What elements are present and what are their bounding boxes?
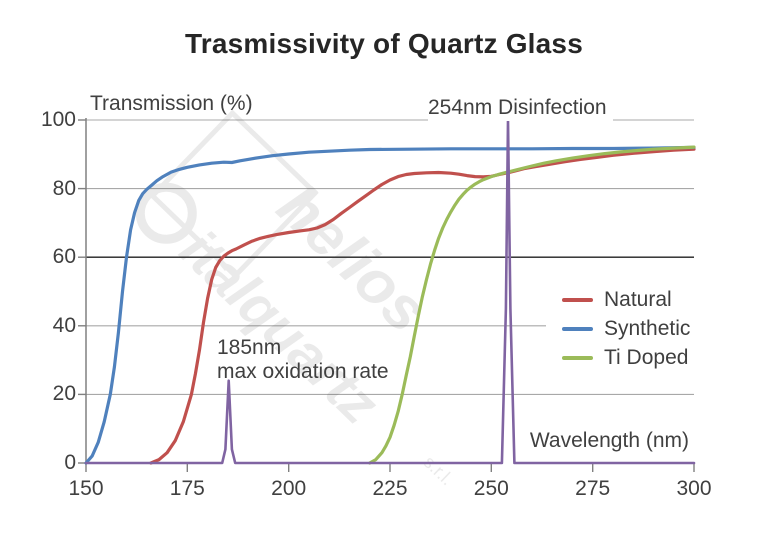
y-tick-label-40: 40 [52, 313, 76, 337]
legend: Natural Synthetic Ti Doped [546, 283, 700, 376]
y-tick-label-0: 0 [64, 451, 76, 474]
legend-swatch-synthetic [562, 326, 593, 331]
legend-item-synthetic: Synthetic [546, 314, 700, 343]
watermark-suffix: s.r.l. [420, 452, 458, 489]
legend-label-synthetic: Synthetic [604, 316, 691, 340]
series-synthetic [84, 145, 696, 465]
annotation-185nm-oxidation: 185nm max oxidation rate [217, 336, 389, 384]
y-tick-label-60: 60 [52, 245, 76, 269]
annotation-185nm-line2: max oxidation rate [217, 360, 389, 383]
annotation-185nm-line1: 185nm [217, 336, 282, 359]
legend-swatch-ti-doped [562, 355, 593, 360]
legend-label-natural: Natural [604, 287, 672, 311]
legend-item-natural: Natural [546, 285, 700, 314]
legend-swatch-natural [562, 297, 593, 302]
annotation-254nm-text: 254nm Disinfection [428, 96, 607, 119]
x-tick-label-300: 300 [676, 477, 712, 500]
y-tick-label-20: 20 [52, 382, 76, 406]
annotation-254nm-disinfection: 254nm Disinfection [428, 96, 613, 121]
x-tick-label-250: 250 [473, 477, 509, 500]
legend-label-ti-doped: Ti Doped [604, 345, 689, 369]
x-tick-label-150: 150 [68, 477, 104, 500]
legend-item-ti-doped: Ti Doped [546, 343, 700, 372]
x-tick-label-225: 225 [372, 477, 408, 500]
chart-title: Trasmissivity of Quartz Glass [185, 28, 583, 59]
series-ti-doped [368, 145, 696, 465]
watermark-logo-glyph [135, 182, 197, 244]
x-tick-label-275: 275 [575, 477, 611, 500]
y-axis-label: Transmission (%) [90, 92, 253, 115]
x-tick-label-200: 200 [271, 477, 307, 500]
x-tick-label-175: 175 [169, 477, 205, 500]
x-axis-label: Wavelength (nm) [526, 429, 692, 453]
series-uv-peaks [84, 118, 696, 465]
y-tick-label-80: 80 [52, 176, 76, 200]
y-tick-label-100: 100 [40, 108, 76, 131]
